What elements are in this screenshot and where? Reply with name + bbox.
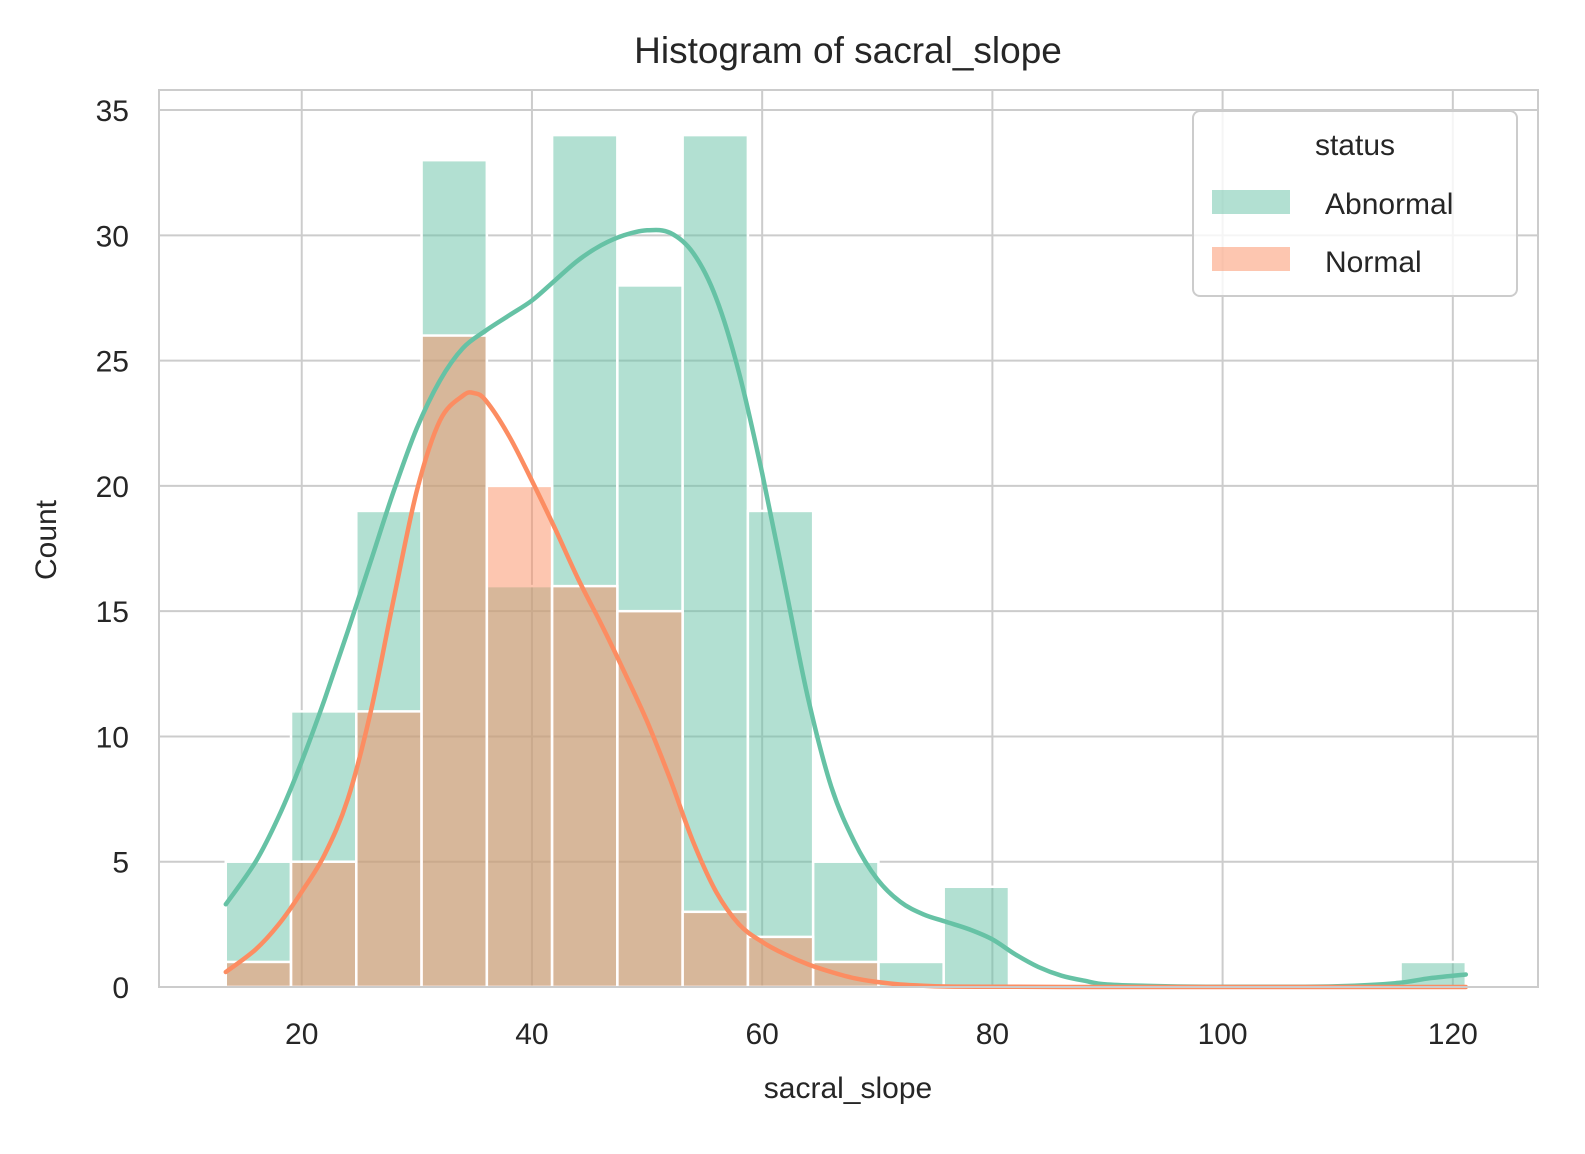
histogram-bar-abnormal xyxy=(942,885,1011,989)
legend-label-normal: Normal xyxy=(1325,246,1422,279)
x-tick-label: 120 xyxy=(1428,1018,1478,1051)
chart-title: Histogram of sacral_slope xyxy=(634,30,1062,71)
histogram-bar-normal xyxy=(616,609,684,989)
legend-title: status xyxy=(1315,129,1395,162)
histogram-bar-abnormal xyxy=(681,133,750,989)
y-tick-label: 25 xyxy=(96,346,129,379)
x-tick-label: 60 xyxy=(745,1018,778,1051)
y-tick-label: 20 xyxy=(96,471,129,504)
x-tick-labels: 20 40 60 80 100 120 xyxy=(285,1018,1478,1051)
y-tick-label: 0 xyxy=(112,972,129,1005)
y-tick-labels: 0 5 10 15 20 25 30 35 xyxy=(96,95,129,1005)
x-tick-label: 100 xyxy=(1198,1018,1248,1051)
kde-line-abnormal xyxy=(223,227,1469,990)
plot-frame xyxy=(158,89,1539,988)
histogram-bar-normal xyxy=(355,710,423,989)
histogram-bar-normal xyxy=(550,584,619,989)
y-axis-label: Count xyxy=(30,499,63,580)
normal-bars xyxy=(224,334,880,989)
legend-label-abnormal: Abnormal xyxy=(1325,188,1453,221)
y-tick-label: 10 xyxy=(96,721,129,754)
y-tick-label: 35 xyxy=(96,95,129,128)
x-tick-label: 40 xyxy=(515,1018,548,1051)
histogram-bar-abnormal xyxy=(746,509,815,989)
y-tick-label: 30 xyxy=(96,220,129,253)
legend: status Abnormal Normal xyxy=(1192,110,1518,297)
legend-swatch-abnormal xyxy=(1212,190,1290,214)
y-tick-label: 5 xyxy=(112,847,129,880)
histogram-bar-normal xyxy=(420,334,489,989)
y-tick-label: 15 xyxy=(96,596,129,629)
x-tick-label: 20 xyxy=(285,1018,318,1051)
x-axis-label: sacral_slope xyxy=(764,1072,932,1105)
histogram-bar-normal xyxy=(485,484,554,989)
x-tick-label: 80 xyxy=(976,1018,1009,1051)
histogram-bar-normal xyxy=(289,860,358,989)
legend-swatch-normal xyxy=(1212,247,1290,271)
